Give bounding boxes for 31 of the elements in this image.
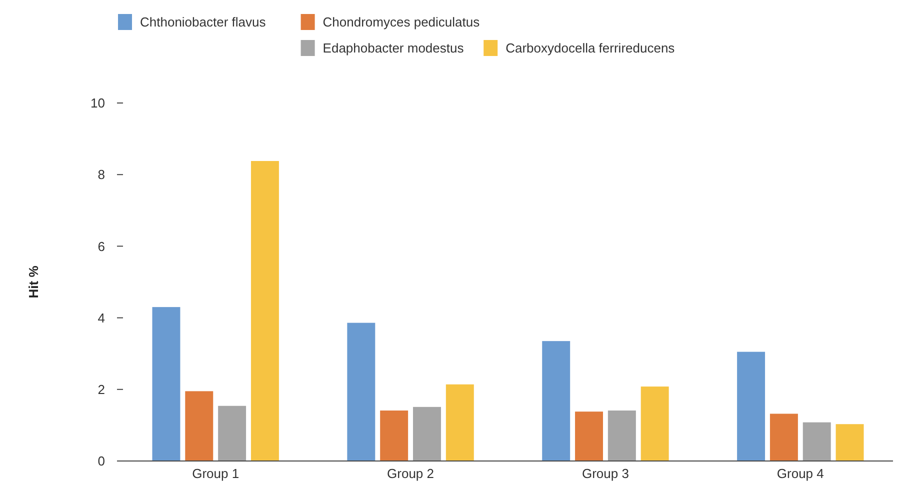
bar (250, 160, 279, 461)
bar (608, 410, 636, 461)
bar (802, 422, 831, 461)
y-tick-label: 4 (98, 310, 105, 326)
x-tick-label: Group 1 (192, 466, 240, 481)
x-tick-label: Group 2 (387, 466, 434, 481)
bar (640, 386, 669, 461)
y-tick-label: 0 (98, 454, 105, 469)
legend-label: Edaphobacter modestus (322, 40, 464, 56)
bar (185, 391, 214, 461)
y-tick-label: 10 (90, 96, 105, 111)
bar (380, 410, 408, 461)
bar (152, 307, 180, 461)
y-axis-title: Hit % (26, 265, 41, 298)
x-tick-label: Group 3 (582, 466, 629, 481)
y-tick-label: 8 (98, 167, 105, 182)
y-tick-label: 2 (98, 382, 105, 397)
legend-label: Carboxydocella ferrireducens (506, 40, 676, 56)
bar (413, 406, 441, 461)
bar (770, 414, 798, 461)
bar (737, 352, 766, 461)
legend-label: Chthoniobacter flavus (140, 14, 266, 30)
legend-label: Chondromyces pediculatus (322, 14, 480, 30)
bar (218, 406, 246, 461)
bar (347, 322, 376, 461)
bar (446, 384, 474, 461)
bar (575, 412, 603, 461)
bar (542, 341, 570, 461)
bar (836, 424, 864, 461)
x-tick-label: Group 4 (776, 466, 824, 481)
y-tick-label: 6 (98, 238, 105, 254)
